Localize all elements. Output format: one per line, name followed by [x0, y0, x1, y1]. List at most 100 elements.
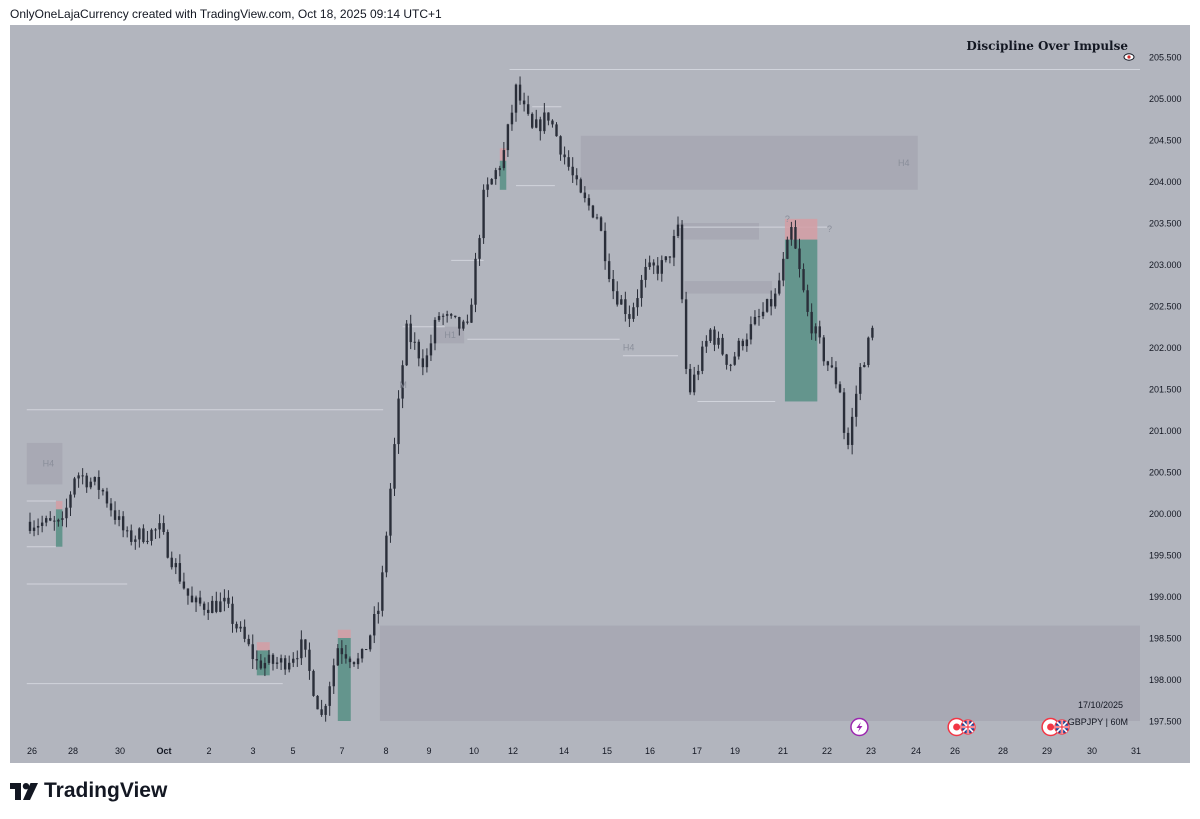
candle-body: [624, 299, 627, 315]
uk-flag-icon: [1054, 719, 1070, 735]
labels-layer: ?? H4 M: [399, 214, 832, 390]
chart-area[interactable]: H4 H4 H1 ?? H4 M 197.500 198.000 198.500 199.00…: [10, 25, 1190, 763]
zone-box: [678, 223, 759, 240]
candle-body: [255, 659, 258, 661]
candle-body: [162, 523, 165, 532]
candle-body: [304, 639, 307, 650]
candle-body: [154, 529, 157, 531]
position-target-box: [499, 160, 507, 190]
annotation-label: ?: [827, 224, 832, 234]
candle-body: [620, 299, 623, 305]
candle-body: [790, 227, 793, 240]
candle-body: [563, 154, 566, 158]
candle-body: [283, 658, 287, 670]
candle-body: [628, 314, 631, 319]
time-tick-label: 23: [866, 746, 876, 756]
candle-body: [603, 230, 607, 262]
position-stop-box: [337, 629, 351, 638]
candle-body: [806, 290, 809, 312]
time-tick-label: 22: [822, 746, 832, 756]
candle-body: [494, 170, 497, 180]
time-tick-label: 28: [68, 746, 78, 756]
candle-body: [267, 654, 271, 663]
candle-body: [85, 475, 88, 488]
candle-body: [97, 476, 101, 490]
price-tick-label: 202.000: [1149, 343, 1182, 353]
candle-body: [279, 658, 283, 663]
candle-body: [644, 266, 647, 280]
candle-body: [138, 528, 141, 540]
candle-body: [867, 337, 870, 366]
red-dot-event-icon: [947, 717, 966, 737]
candle-body: [462, 321, 465, 329]
candle-body: [292, 658, 295, 663]
candle-body: [348, 658, 352, 663]
candle-body: [450, 314, 453, 316]
candle-body: [36, 525, 40, 528]
candle-body: [77, 475, 80, 479]
candle-body: [502, 150, 506, 169]
time-tick-label: 8: [383, 746, 388, 756]
candle-body: [215, 600, 218, 612]
candle-body: [478, 238, 481, 259]
candle-body: [518, 84, 522, 101]
candle-body: [397, 398, 400, 445]
candle-body: [470, 304, 473, 323]
price-tick-label: 202.500: [1149, 302, 1182, 312]
candle-body: [458, 316, 461, 329]
candle-body: [486, 184, 489, 190]
candle-body: [441, 315, 445, 317]
candle-body: [178, 563, 182, 582]
time-tick-label: 30: [1087, 746, 1097, 756]
candle-body: [697, 370, 700, 375]
position-target-box: [337, 638, 351, 721]
candle-body: [729, 364, 732, 366]
candle-body: [239, 626, 242, 629]
price-tick-label: 201.500: [1149, 385, 1182, 395]
zone-box: [26, 442, 63, 485]
price-tick-label: 198.500: [1149, 634, 1182, 644]
candle-body: [369, 635, 372, 650]
candle-body: [571, 166, 574, 176]
candle-body: [49, 518, 52, 521]
candle-body: [251, 644, 254, 660]
candle-body: [705, 340, 708, 347]
candle-body: [810, 311, 813, 334]
candle-body: [709, 329, 712, 341]
annotation-label: ?: [785, 214, 790, 224]
events-layer: [850, 717, 1070, 737]
candle-body: [130, 530, 133, 542]
candle-body: [688, 368, 692, 393]
candle-body: [774, 293, 777, 307]
candle-body: [830, 365, 834, 368]
position-target-box: [55, 509, 63, 547]
candle-body: [393, 444, 396, 489]
time-tick-label: 16: [645, 746, 655, 756]
price-tick-label: 204.500: [1149, 136, 1182, 146]
candle-body: [101, 489, 105, 492]
candle-body: [721, 337, 724, 355]
candle-body: [429, 343, 433, 356]
candle-body: [855, 393, 858, 417]
price-tick-label: 203.000: [1149, 260, 1182, 270]
candle-body: [134, 539, 137, 542]
candle-body: [587, 198, 591, 206]
candle-body: [263, 662, 267, 669]
time-tick-label: 5: [290, 746, 295, 756]
candle-body: [223, 597, 226, 602]
candle-body: [288, 662, 291, 670]
time-tick-label: 30: [115, 746, 125, 756]
candle-body: [640, 279, 643, 299]
candle-body: [409, 323, 412, 343]
eye-icon[interactable]: [1123, 53, 1135, 61]
candle-body: [336, 648, 339, 666]
candle-body: [733, 356, 736, 365]
candle-body: [672, 235, 676, 258]
candle-body: [612, 279, 615, 292]
candle-body: [69, 494, 72, 508]
price-chart-svg[interactable]: H4 H4 H1 ?? H4 M 197.500 198.000 198.500 199.00…: [10, 25, 1190, 763]
candle-body: [340, 648, 344, 655]
candle-body: [45, 518, 48, 523]
candle-body: [170, 557, 173, 568]
tradingview-brand[interactable]: TradingView: [10, 779, 167, 803]
